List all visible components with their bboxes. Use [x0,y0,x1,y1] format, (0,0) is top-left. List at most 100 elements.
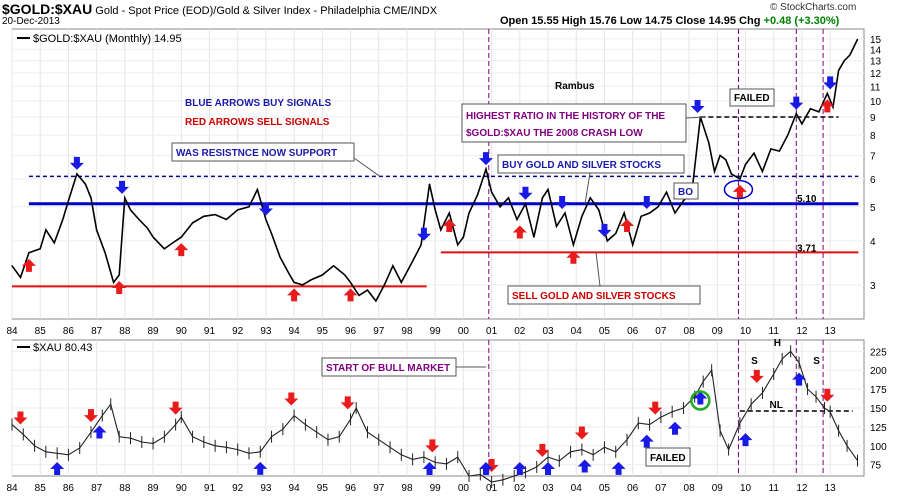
ratio-data-point [344,274,346,276]
upper-x-tick-label: 06 [627,326,639,337]
lower-blue-arrow [512,462,527,475]
ohlc-values: Open 15.55 High 15.76 Low 14.75 Close 14… [500,15,761,27]
ratio-data-point [191,222,194,224]
date-label: 20-Dec-2013 [2,16,60,27]
upper-y-tick-label: 11 [870,82,881,93]
lower-x-tick-label: 93 [260,483,272,494]
upper-y-tick-label: 14 [870,45,882,56]
ratio-data-point [468,212,470,214]
lower-x-tick-label: 90 [176,483,188,494]
ratio-data-point [719,154,721,156]
ratio-data-point [28,252,30,254]
lower-x-tick-label: 87 [91,483,103,494]
upper-red-arrow [620,219,635,233]
lower-x-tick-label: 96 [345,483,357,494]
lower-x-tick-label: 92 [232,483,244,494]
lower-x-tick-label: 04 [571,483,583,494]
ratio-data-point [725,159,727,161]
ratio-data-point [152,236,154,238]
upper-x-tick-label: 98 [401,326,413,337]
upper-red-arrow [512,225,527,239]
ratio-data-point [674,212,676,214]
upper-y-tick-label: 6 [870,175,876,186]
ratio-data-point [175,240,177,242]
upper-y-tick-label: 10 [870,97,882,108]
ratio-data-point [225,218,228,221]
ratio-data-point [104,252,106,254]
lower-x-tick-label: 11 [769,483,780,494]
ratio-data-point [420,244,422,246]
ratio-data-point [606,240,608,242]
lower-x-tick-label: 86 [63,483,75,494]
ratio-callout-box [461,103,687,143]
ratio-data-point [45,229,47,231]
lower-x-tick-label: 06 [627,483,639,494]
lower-failed-text: FAILED [650,453,686,464]
upper-red-arrow [566,250,581,264]
upper-red-arrow [287,288,302,302]
ratio-data-point [665,191,668,193]
upper-red-arrow [112,281,127,295]
ratio-data-point [448,212,450,214]
lower-blue-arrow [253,461,268,475]
upper-y-tick-label: 7 [870,151,876,162]
ratio-data-point [203,215,205,217]
support-callout-text: WAS RESISTNCE NOW SUPPORT [176,148,337,159]
lower-blue-arrow [738,433,753,447]
ratio-data-point [713,170,716,173]
ratio-data-point [648,212,651,214]
buy-callout-box [497,154,685,174]
lower-failed-box [645,447,691,467]
right-shoulder-label: S [813,356,820,367]
ratio-data-point [462,236,464,238]
lower-x-tick-label: 08 [684,483,696,494]
upper-blue-arrow [478,152,493,166]
ratio-data-point [129,209,132,211]
upper-x-tick-label: 84 [6,326,18,337]
lower-x-tick-label: 01 [486,483,498,494]
ratio-data-point [76,173,78,175]
ratio-data-point [843,60,845,62]
neckline-label: NL [769,400,782,411]
ratio-data-point [349,281,352,283]
legend-blue-note: BLUE ARROWS BUY SIGNALS [185,98,331,109]
ratio-data-point [440,229,442,231]
ratio-data-point [287,272,290,274]
level-510-label: 5.10 [797,194,817,205]
lower-x-tick-label: 00 [458,483,470,494]
author-label: Rambus [555,81,595,92]
lower-blue-arrow [422,462,437,475]
lower-y-tick-label: 125 [870,423,887,434]
ratio-data-point [333,265,335,267]
lower-blue-arrow [611,461,626,475]
ratio-data-point [237,209,239,211]
ratio-data-point [682,200,685,202]
lower-red-arrow [749,369,764,383]
lower-x-tick-label: 02 [514,483,526,494]
failed-callout-text: FAILED [734,93,770,104]
left-shoulder-label: S [751,356,758,367]
lower-x-tick-label: 07 [655,483,667,494]
ratio-data-point [838,69,840,72]
ratio-data-point [730,173,733,175]
head-label: H [774,338,781,349]
lower-x-tick-label: 89 [147,483,159,494]
support-callout-box [171,142,355,162]
ratio-data-point [67,200,70,202]
lower-red-arrow [340,396,355,410]
lower-red-arrow [425,439,440,453]
ratio-data-point [265,218,267,221]
ratio-data-point [62,218,64,221]
ratio-data-point [787,134,789,136]
upper-x-tick-label: 89 [147,326,159,337]
ratio-data-point [615,232,617,235]
ratio-data-point [657,206,659,208]
upper-blue-arrow [639,196,654,210]
upper-y-tick-label: 9 [870,113,876,124]
lower-x-tick-label: 10 [740,483,752,494]
ratio-data-point [581,215,583,217]
upper-y-tick-label: 5 [870,203,876,214]
ratio-data-point [589,197,591,199]
lower-blue-arrow [693,391,708,405]
